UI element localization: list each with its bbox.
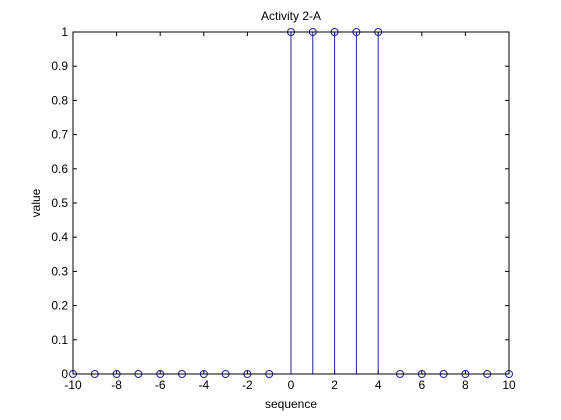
x-tick-label: 0	[288, 378, 295, 392]
x-tick-label: 8	[462, 378, 469, 392]
x-tick-label: -8	[111, 378, 122, 392]
x-tick-label: 4	[375, 378, 382, 392]
x-tick-label: -2	[242, 378, 253, 392]
x-tick-label: -4	[198, 378, 209, 392]
y-tick-label: 1	[61, 25, 68, 39]
x-tick-label: 2	[331, 378, 338, 392]
y-tick-label: 0.5	[51, 196, 68, 210]
y-tick-label: 0.7	[51, 128, 68, 142]
y-tick-label: 0	[61, 367, 68, 381]
stem-series	[69, 28, 513, 378]
y-tick-label: 0.4	[51, 230, 68, 244]
x-tick-label: 6	[418, 378, 425, 392]
x-axis-label: sequence	[265, 397, 317, 411]
x-tick-label: -10	[64, 378, 82, 392]
y-tick-label: 0.3	[51, 264, 68, 278]
y-tick-label: 0.9	[51, 59, 68, 73]
y-tick-label: 0.1	[51, 333, 68, 347]
y-tick-label: 0.2	[51, 299, 68, 313]
y-tick-label: 0.6	[51, 162, 68, 176]
y-tick-label: 0.8	[51, 93, 68, 107]
chart-title: Activity 2-A	[261, 9, 321, 23]
axes-box	[72, 31, 510, 375]
y-axis-label: value	[29, 188, 43, 217]
x-tick-label: 10	[502, 378, 516, 392]
tick-labels: -10 -8 -6 -4 -2 0 2 4 6 8 10 0 0.1 0.2 0.3 0.4 0.5 0.6 0.7…	[51, 25, 516, 392]
x-tick-label: -6	[155, 378, 166, 392]
